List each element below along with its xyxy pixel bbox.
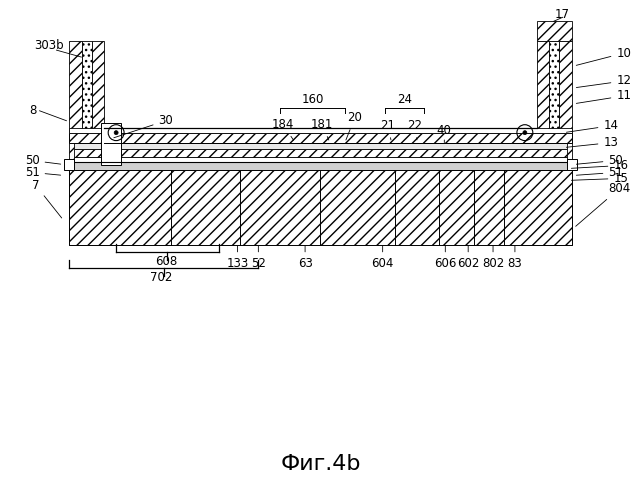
Text: 21: 21 [380,119,395,140]
Text: 181: 181 [311,118,333,140]
Bar [537,22,571,41]
Bar [74,148,567,156]
Text: 702: 702 [150,272,172,284]
Text: 52: 52 [251,246,266,270]
Circle shape [523,130,527,134]
Bar [549,41,559,245]
Text: 63: 63 [298,246,313,270]
Text: 15: 15 [571,172,629,185]
Text: 50: 50 [577,154,623,167]
Text: 133: 133 [227,246,248,270]
Text: 8: 8 [30,104,37,118]
Text: 83: 83 [508,246,523,270]
Bar [74,156,567,162]
Text: 50: 50 [25,154,61,167]
Bar [559,41,571,245]
Text: 16: 16 [571,159,629,172]
Text: 303b: 303b [35,38,64,52]
Text: 20: 20 [346,111,362,140]
Text: 13: 13 [566,136,618,149]
Bar [101,122,121,166]
Text: 12: 12 [577,74,631,88]
Text: 14: 14 [566,119,618,132]
Text: 11: 11 [577,90,631,104]
Text: 22: 22 [407,119,422,140]
Text: Фиг.4b: Фиг.4b [281,454,361,474]
Bar [537,41,549,245]
Text: 184: 184 [272,118,295,141]
Text: 604: 604 [372,246,394,270]
Bar [69,132,571,142]
Bar [82,41,92,245]
Text: 7: 7 [32,179,62,218]
Bar [69,128,571,132]
Bar [74,142,567,148]
Text: 802: 802 [482,246,504,270]
Text: 30: 30 [114,114,173,138]
Bar [92,41,104,245]
Text: 10: 10 [577,46,631,66]
Bar [64,158,74,170]
Text: 40: 40 [437,124,452,142]
Text: 602: 602 [457,246,480,270]
Circle shape [114,130,118,134]
Text: 804: 804 [576,182,630,226]
Bar [69,170,571,245]
Text: 160: 160 [301,94,324,106]
Text: 17: 17 [555,8,570,21]
Text: 608: 608 [155,256,177,268]
Text: 606: 606 [434,246,456,270]
Text: 24: 24 [397,94,412,106]
Text: 51: 51 [577,166,623,179]
Bar [69,162,571,170]
Bar [567,158,577,170]
Text: 51: 51 [24,166,61,179]
Bar [69,41,82,245]
